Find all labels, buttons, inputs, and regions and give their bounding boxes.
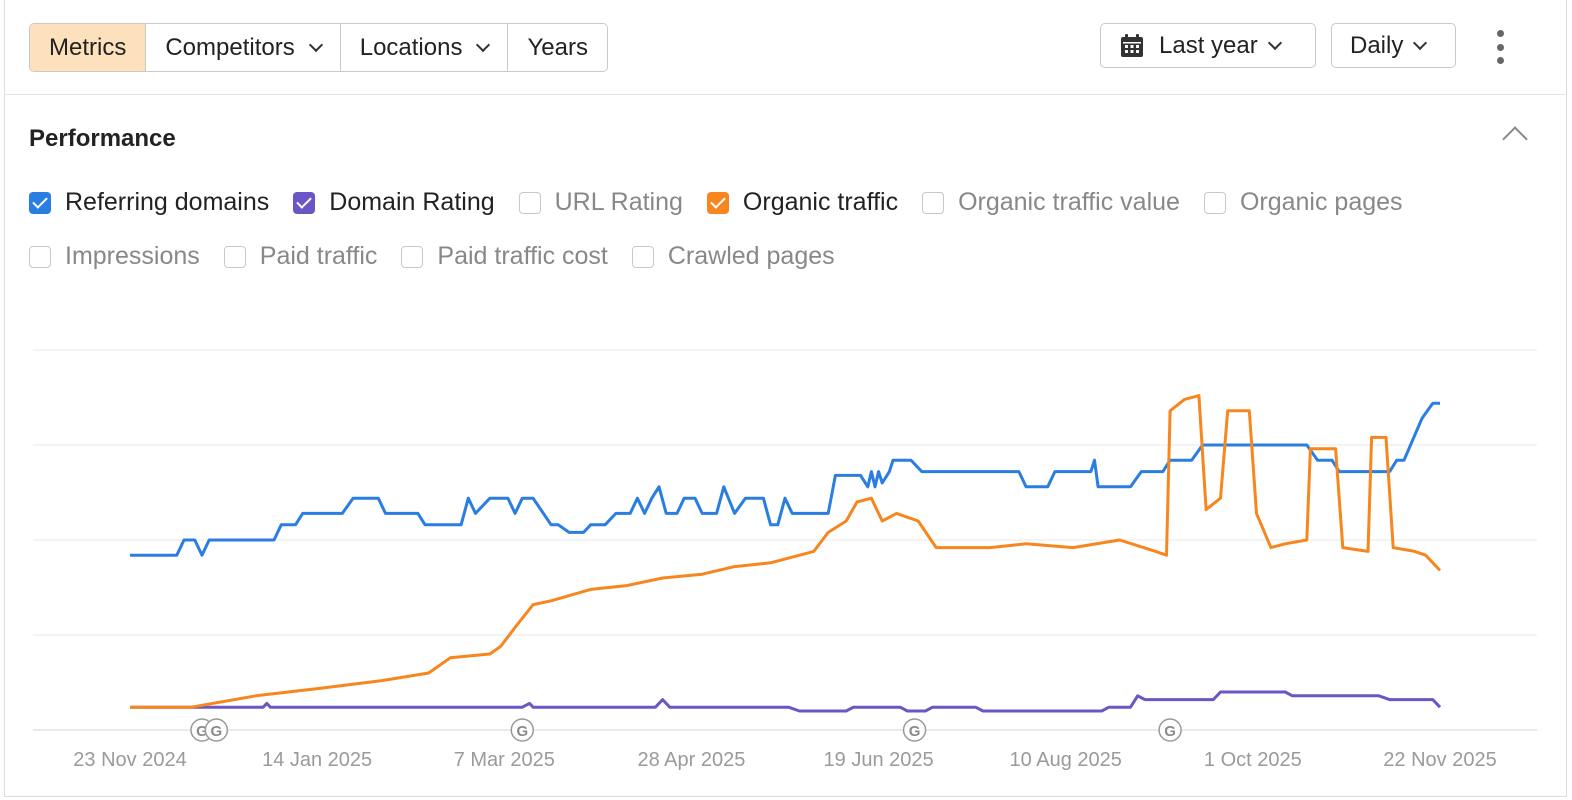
metric-paid-traffic[interactable]: Paid traffic (223, 242, 378, 271)
metric-label: URL Rating (554, 188, 683, 216)
date-range-dropdown[interactable]: Last year (1100, 23, 1316, 68)
x-tick-label: 1 Oct 2025 (1204, 749, 1302, 771)
metric-url-rating[interactable]: URL Rating (518, 188, 683, 217)
tab-metrics-label: Metrics (49, 33, 127, 61)
tab-metrics[interactable]: Metrics (30, 24, 147, 71)
metric-label: Organic pages (1239, 188, 1403, 216)
toolbar (5, 0, 1566, 95)
marker-circle (902, 718, 927, 742)
metric-toggles-row-1: Referring domains Domain Rating URL Rati… (29, 188, 1427, 217)
series-line-organic-traffic (130, 394, 1442, 709)
google-update-marker: G (902, 718, 927, 742)
panel-title: Performance (29, 125, 176, 152)
locations-label: Locations (359, 33, 463, 61)
checkbox[interactable] (293, 191, 316, 214)
marker-circle (204, 718, 229, 742)
metric-label: Domain Rating (329, 188, 495, 216)
calendar-icon (1121, 33, 1143, 57)
x-tick-label: 10 Aug 2025 (1010, 749, 1122, 771)
google-update-marker: G (204, 718, 229, 742)
metric-label: Paid traffic cost (437, 242, 608, 270)
marker-label: G (211, 723, 223, 740)
metric-label: Organic traffic (742, 188, 899, 216)
metric-label: Organic traffic value (958, 188, 1180, 216)
checkbox[interactable] (518, 191, 541, 214)
x-tick-label: 14 Jan 2025 (262, 749, 372, 771)
metric-label: Crawled pages (667, 242, 835, 270)
competitors-dropdown[interactable]: Competitors (146, 24, 341, 71)
marker-label: G (516, 723, 528, 740)
metric-crawled-pages[interactable]: Crawled pages (631, 242, 835, 271)
google-update-marker: G (1158, 718, 1182, 742)
metric-label: Impressions (65, 242, 200, 270)
metric-referring-domains[interactable]: Referring domains (29, 188, 269, 217)
series-line-referring-domains (130, 401, 1440, 557)
marker-label: G (1164, 723, 1176, 740)
tab-years-label: Years (527, 33, 588, 61)
checkbox[interactable] (631, 245, 654, 268)
x-tick-label: 22 Nov 2025 (1383, 749, 1496, 771)
marker-circle (510, 718, 535, 742)
checkbox[interactable] (223, 245, 246, 268)
checkbox[interactable] (922, 191, 945, 214)
google-update-marker: G (510, 718, 535, 742)
locations-dropdown[interactable]: Locations (340, 24, 509, 71)
marker-circle (1158, 718, 1182, 742)
checkbox[interactable] (29, 245, 51, 268)
date-range-label: Last year (1159, 31, 1258, 59)
metric-toggles-row-2: Impressions Paid traffic Paid traffic co… (29, 242, 859, 271)
tab-years[interactable]: Years (508, 24, 607, 71)
analytics-panel (4, 0, 1567, 797)
view-mode-segmented-control: Metrics Competitors Locations Years (29, 23, 608, 72)
marker-label: G (909, 723, 921, 740)
x-tick-label: 23 Nov 2024 (73, 749, 186, 771)
metric-label: Paid traffic (259, 242, 378, 270)
x-tick-label: 7 Mar 2025 (454, 749, 555, 771)
checkbox[interactable] (1203, 191, 1226, 214)
metric-organic-traffic[interactable]: Organic traffic (706, 188, 899, 217)
granularity-dropdown[interactable]: Daily (1331, 23, 1456, 68)
granularity-label: Daily (1350, 31, 1404, 59)
metric-domain-rating[interactable]: Domain Rating (293, 188, 495, 217)
metric-organic-pages[interactable]: Organic pages (1203, 188, 1403, 217)
metric-label: Referring domains (65, 188, 270, 216)
x-tick-label: 28 Apr 2025 (637, 749, 745, 771)
competitors-label: Competitors (165, 33, 295, 61)
checkbox[interactable] (401, 245, 424, 268)
more-vertical-icon[interactable] (1490, 30, 1510, 64)
marker-label: G (196, 723, 208, 740)
x-tick-label: 19 Jun 2025 (824, 749, 934, 771)
metric-organic-traffic-value[interactable]: Organic traffic value (922, 188, 1180, 217)
checkbox[interactable] (706, 191, 729, 214)
series-line-domain-rating (130, 690, 1442, 713)
metric-impressions[interactable]: Impressions (29, 242, 200, 271)
metric-paid-traffic-cost[interactable]: Paid traffic cost (401, 242, 608, 271)
checkbox[interactable] (29, 191, 51, 214)
